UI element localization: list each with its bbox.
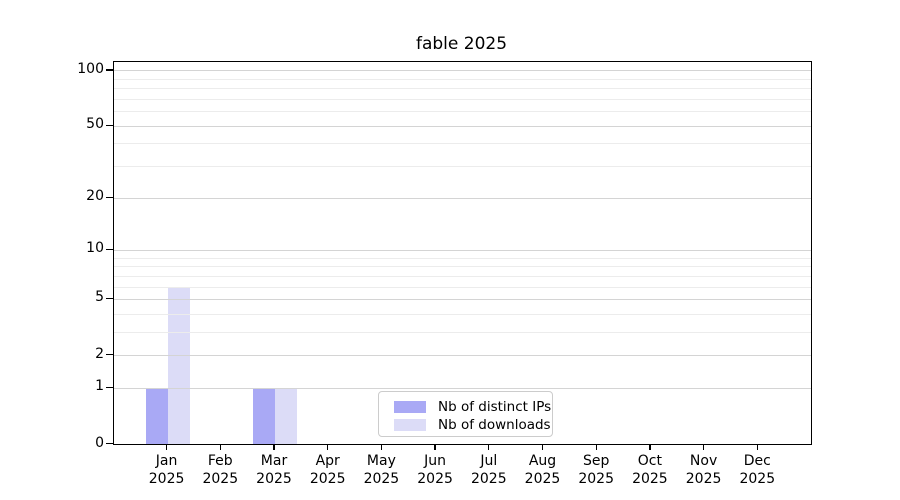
x-tick-mark — [595, 445, 597, 450]
bar-nb-of-distinct-ips-mar — [253, 387, 275, 444]
x-tick-year: 2025 — [632, 471, 668, 487]
x-tick-mark — [541, 445, 544, 450]
x-tick-month: Mar — [260, 453, 288, 469]
legend-label-downloads: Nb of downloads — [438, 416, 551, 433]
gridline-4 — [114, 313, 811, 315]
legend-item-distinct-ips: Nb of distinct IPs — [394, 398, 551, 415]
x-tick-month: Sep — [582, 453, 610, 469]
x-tick-label-feb: Feb 2025 — [180, 452, 260, 488]
x-tick-year: 2025 — [363, 471, 400, 487]
x-tick-month: Aug — [528, 453, 557, 469]
x-tick-label-aug: Aug 2025 — [503, 452, 583, 488]
x-tick-month: Jul — [480, 453, 498, 469]
gridline-6 — [114, 286, 811, 288]
x-tick-month: Nov — [689, 453, 718, 469]
gridline-10 — [114, 249, 811, 251]
x-tick-month: Dec — [743, 453, 771, 469]
x-tick-mark — [273, 445, 275, 450]
gridline-7 — [114, 275, 811, 277]
gridline-2 — [114, 355, 811, 357]
x-tick-mark — [219, 445, 221, 450]
x-tick-year: 2025 — [202, 471, 239, 487]
x-tick-month: May — [366, 453, 396, 469]
y-tick-mark — [106, 386, 113, 389]
bar-nb-of-downloads-jan — [167, 286, 190, 444]
y-tick-label-20: 20 — [86, 188, 104, 204]
gridline-60 — [114, 111, 811, 113]
bar-nb-of-downloads-mar — [275, 387, 297, 444]
bar-nb-of-distinct-ips-jan — [145, 387, 168, 444]
x-tick-year: 2025 — [470, 471, 507, 487]
x-tick-label-apr: Apr 2025 — [288, 452, 368, 488]
x-tick-label-may: May 2025 — [341, 452, 421, 488]
gridline-20 — [114, 197, 811, 199]
y-tick-label-50: 50 — [86, 116, 104, 133]
y-tick-mark — [106, 196, 113, 198]
y-tick-mark — [106, 297, 113, 300]
x-tick-label-jun: Jun 2025 — [395, 452, 475, 488]
x-tick-label-sep: Sep 2025 — [556, 452, 636, 488]
y-tick-mark — [106, 69, 113, 71]
y-tick-mark — [106, 443, 113, 445]
legend: Nb of distinct IPs Nb of downloads — [378, 391, 553, 437]
y-tick-mark — [106, 354, 113, 356]
gridline-3 — [114, 331, 811, 333]
legend-label-distinct-ips: Nb of distinct IPs — [438, 398, 552, 415]
y-tick-label-0: 0 — [95, 434, 104, 451]
x-tick-label-jan: Jan 2025 — [127, 452, 207, 488]
x-tick-month: Feb — [207, 453, 233, 469]
gridline-90 — [114, 78, 811, 80]
gridline-1 — [114, 387, 811, 389]
x-tick-year: 2025 — [309, 471, 346, 487]
gridline-8 — [114, 266, 811, 268]
x-tick-year: 2025 — [417, 471, 453, 487]
x-tick-label-mar: Mar 2025 — [234, 452, 314, 488]
x-tick-mark — [380, 445, 383, 450]
y-tick-label-10: 10 — [86, 240, 104, 257]
x-tick-mark — [756, 445, 758, 450]
legend-item-downloads: Nb of downloads — [394, 416, 551, 433]
y-tick-label-1: 1 — [95, 378, 104, 395]
x-tick-year: 2025 — [148, 471, 185, 487]
x-tick-mark — [649, 445, 651, 450]
plot-area — [113, 61, 812, 445]
y-tick-label-100: 100 — [77, 60, 104, 77]
y-tick-label-2: 2 — [95, 345, 104, 362]
chart-title: fable 2025 — [415, 34, 508, 54]
grid-layer — [114, 62, 811, 444]
x-tick-mark — [327, 445, 329, 450]
x-tick-year: 2025 — [578, 471, 614, 487]
y-tick-mark — [106, 124, 113, 127]
legend-swatch-downloads — [394, 418, 426, 431]
x-tick-year: 2025 — [739, 471, 776, 487]
x-tick-month: Jan — [155, 453, 178, 469]
x-tick-label-jul: Jul 2025 — [449, 452, 529, 488]
gridline-9 — [114, 257, 811, 259]
x-tick-mark — [488, 445, 490, 450]
x-tick-year: 2025 — [256, 471, 292, 487]
x-tick-mark — [165, 445, 168, 450]
gridline-40 — [114, 143, 811, 145]
x-tick-month: Jun — [424, 453, 447, 469]
x-tick-year: 2025 — [685, 471, 722, 487]
gridline-100 — [114, 70, 811, 72]
x-tick-mark — [702, 445, 705, 450]
x-tick-month: Apr — [315, 453, 340, 469]
bars-layer — [114, 62, 811, 444]
x-tick-year: 2025 — [524, 471, 561, 487]
gridline-80 — [114, 88, 811, 90]
x-tick-month: Oct — [637, 453, 662, 469]
legend-swatch-distinct-ips — [394, 400, 426, 413]
x-tick-label-dec: Dec 2025 — [717, 452, 797, 488]
gridline-5 — [114, 298, 811, 300]
x-tick-mark — [434, 445, 436, 450]
x-tick-label-oct: Oct 2025 — [610, 452, 690, 488]
gridline-50 — [114, 125, 811, 127]
y-tick-label-5: 5 — [95, 289, 104, 306]
y-tick-mark — [106, 248, 113, 251]
gridline-30 — [114, 166, 811, 167]
x-tick-label-nov: Nov 2025 — [664, 452, 744, 488]
gridline-70 — [114, 98, 811, 100]
